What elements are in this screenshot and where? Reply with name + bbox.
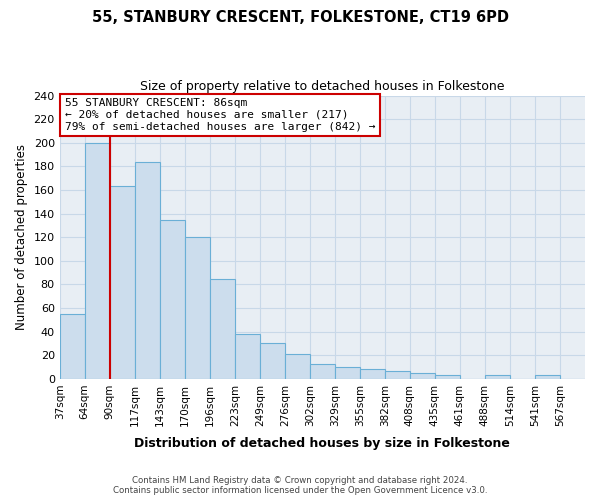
Bar [260,344,285,379]
Y-axis label: Number of detached properties: Number of detached properties [15,144,28,330]
Bar [410,373,435,379]
Text: 55 STANBURY CRESCENT: 86sqm
← 20% of detached houses are smaller (217)
79% of se: 55 STANBURY CRESCENT: 86sqm ← 20% of det… [65,98,376,132]
Bar [485,376,510,379]
Bar [385,370,410,379]
Bar [435,376,460,379]
Bar [110,186,135,379]
Bar [135,162,160,379]
X-axis label: Distribution of detached houses by size in Folkestone: Distribution of detached houses by size … [134,437,510,450]
Bar [360,370,385,379]
Text: Contains HM Land Registry data © Crown copyright and database right 2024.
Contai: Contains HM Land Registry data © Crown c… [113,476,487,495]
Bar [335,367,360,379]
Bar [235,334,260,379]
Bar [59,314,85,379]
Bar [535,376,560,379]
Title: Size of property relative to detached houses in Folkestone: Size of property relative to detached ho… [140,80,505,93]
Bar [210,278,235,379]
Bar [185,237,210,379]
Bar [85,143,110,379]
Bar [285,354,310,379]
Bar [310,364,335,379]
Text: 55, STANBURY CRESCENT, FOLKESTONE, CT19 6PD: 55, STANBURY CRESCENT, FOLKESTONE, CT19 … [91,10,509,25]
Bar [160,220,185,379]
